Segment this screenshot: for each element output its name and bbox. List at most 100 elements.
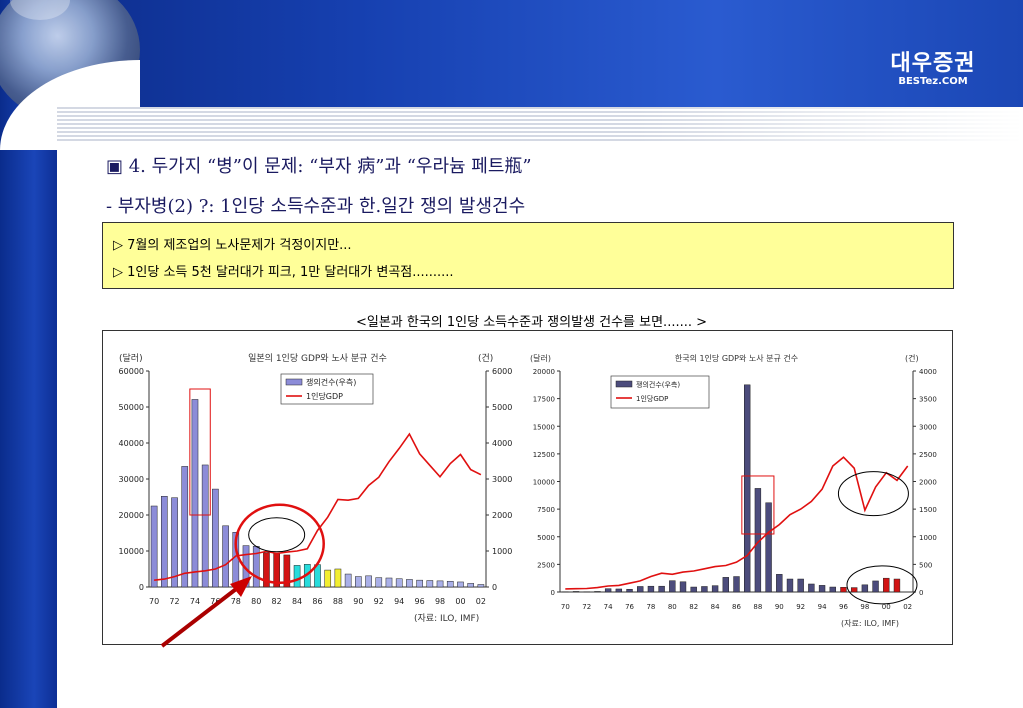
japan-right-unit: (건): [478, 353, 493, 364]
japan-dispute-bar: [222, 525, 229, 588]
japan-dispute-bar: [324, 569, 332, 588]
korea-dispute-bar: [594, 591, 601, 593]
japan-dispute-bar: [161, 496, 168, 588]
japan-dispute-bar: [446, 580, 454, 588]
japan-x-tick-label: 00: [455, 597, 465, 606]
korea-right-tick-label: 500: [919, 561, 932, 569]
japan-dispute-bar: [191, 399, 199, 588]
korea-chart-title: 한국의 1인당 GDP와 노사 분규 건수: [675, 353, 798, 363]
japan-x-tick-label: 76: [210, 597, 220, 606]
korea-right-tick-label: 1500: [919, 506, 937, 514]
japan-dispute-bar: [344, 573, 352, 588]
korea-dispute-bar: [572, 591, 580, 593]
japan-dispute-bar: [171, 497, 178, 588]
korea-x-tick-label: 72: [582, 603, 591, 611]
korea-right-tick-label: 2000: [919, 479, 937, 487]
japan-right-tick-label: 4000: [492, 439, 512, 448]
japan-x-tick-label: 94: [394, 597, 404, 606]
korea-dispute-bar: [658, 585, 665, 593]
korea-dispute-bar: [808, 583, 815, 593]
korea-left-tick-label: 7500: [537, 506, 555, 514]
japan-x-tick-label: 02: [476, 597, 486, 606]
japan-left-tick-label: 0: [139, 583, 144, 592]
korea-dispute-bar: [733, 576, 740, 593]
japan-legend-bar-swatch: [285, 378, 303, 386]
japan-right-tick-label: 6000: [492, 367, 512, 376]
korea-left-tick-label: 12500: [533, 451, 555, 459]
korea-dispute-bar: [883, 577, 890, 593]
korea-dispute-bar: [690, 586, 697, 593]
korea-dispute-bar: [744, 384, 751, 593]
japan-dispute-bar: [385, 577, 393, 588]
korea-x-tick-label: 84: [711, 603, 720, 611]
korea-right-tick-label: 2500: [919, 451, 937, 459]
slide-title: ▣ 4. 두가지 “병”이 문제: “부자 病”과 “우라늄 페트瓶”: [106, 156, 532, 177]
japan-left-tick-label: 10000: [119, 547, 144, 556]
korea-dispute-bar: [626, 588, 633, 593]
japan-dispute-bar: [263, 552, 270, 588]
korea-left-tick-label: 5000: [537, 534, 555, 542]
japan-x-tick-label: 84: [292, 597, 302, 606]
japan-left-unit: (달러): [119, 352, 143, 364]
korea-x-tick-label: 94: [818, 603, 827, 611]
korea-dispute-bar: [647, 585, 655, 593]
japan-dispute-bar: [426, 580, 434, 588]
korea-dispute-bar: [711, 585, 719, 593]
note-line-1: ▷ 7월의 제조업의 노사문제가 걱정이지만...: [113, 238, 352, 253]
japan-x-tick-label: 90: [353, 597, 363, 606]
korea-left-tick-label: 2500: [537, 561, 555, 569]
japan-left-tick-label: 60000: [119, 367, 144, 376]
japan-dispute-bar: [436, 580, 444, 588]
japan-dispute-bar: [201, 464, 209, 588]
japan-left-tick-label: 30000: [119, 475, 144, 484]
korea-left-tick-label: 20000: [533, 368, 555, 376]
korea-right-tick-label: 1000: [919, 534, 937, 542]
company-logo: 대우증권 BESTez.COM: [883, 52, 983, 88]
korea-source: (자료: ILO, IMF): [841, 619, 899, 628]
korea-dispute-bar: [701, 586, 708, 593]
japan-dispute-bar: [477, 584, 485, 588]
japan-dispute-bar: [467, 583, 474, 588]
japan-dispute-bar: [150, 505, 158, 588]
korea-highlight-rect: [741, 475, 775, 535]
korea-dispute-bar: [604, 588, 612, 593]
korea-highlight-ellipse: [846, 565, 918, 605]
japan-gdp-line: [154, 432, 482, 581]
korea-x-tick-label: 80: [668, 603, 677, 611]
japan-dispute-bar: [334, 568, 342, 588]
korea-left-tick-label: 17500: [533, 396, 555, 404]
japan-x-tick-label: 80: [251, 597, 261, 606]
logo-english: BESTez.COM: [898, 76, 968, 87]
japan-legend-disputes-label: 쟁의건수(우측): [306, 377, 356, 387]
korea-legend-gdp-label: 1인당GDP: [636, 394, 668, 403]
korea-dispute-bar: [786, 578, 794, 593]
korea-dispute-bar: [776, 574, 783, 593]
korea-left-tick-label: 0: [551, 589, 555, 597]
japan-x-tick-label: 88: [333, 597, 343, 606]
japan-highlight-ellipse: [248, 517, 306, 553]
japan-chart-title: 일본의 1인당 GDP와 노사 분규 건수: [248, 352, 387, 364]
korea-right-tick-label: 3000: [919, 423, 937, 431]
japan-x-tick-label: 96: [415, 597, 425, 606]
globe-highlight: [10, 0, 70, 20]
korea-left-tick-label: 10000: [533, 479, 555, 487]
korea-x-tick-label: 90: [775, 603, 784, 611]
korea-x-tick-label: 96: [839, 603, 848, 611]
korea-right-tick-label: 0: [919, 589, 923, 597]
korea-dispute-bar: [818, 585, 826, 593]
japan-right-tick-label: 1000: [492, 547, 512, 556]
korea-legend-disputes-label: 쟁의건수(우측): [636, 380, 680, 389]
korea-x-tick-label: 78: [646, 603, 655, 611]
japan-dispute-bar: [283, 554, 291, 588]
korea-x-tick-label: 76: [625, 603, 634, 611]
korea-legend-bar-swatch: [615, 380, 633, 388]
korea-x-tick-label: 92: [796, 603, 805, 611]
korea-gdp-line: [565, 456, 909, 590]
japan-dispute-bar: [181, 466, 189, 588]
japan-highlight-rect: [189, 388, 211, 516]
korea-dispute-bar: [679, 581, 687, 593]
japan-x-tick-label: 74: [190, 597, 200, 606]
japan-x-tick-label: 70: [149, 597, 159, 606]
korea-x-tick-label: 86: [732, 603, 741, 611]
japan-left-tick-label: 20000: [119, 511, 144, 520]
